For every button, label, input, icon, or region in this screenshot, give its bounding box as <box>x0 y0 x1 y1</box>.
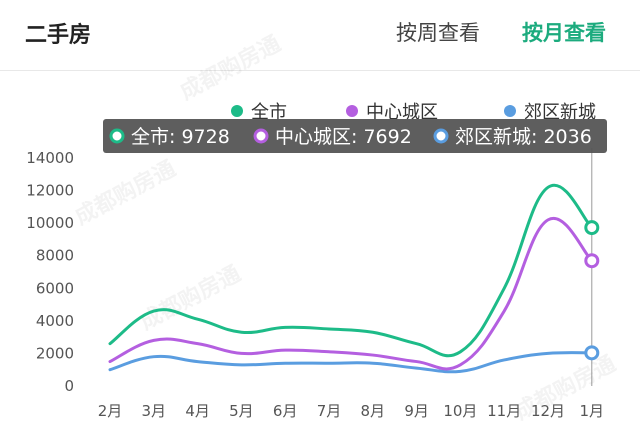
data-point-marker[interactable] <box>584 345 600 361</box>
x-tick-label: 6月 <box>273 402 298 420</box>
y-tick-label: 2000 <box>36 344 74 362</box>
x-tick-label: 12月 <box>531 402 565 420</box>
legend-item-center[interactable]: 中心城区 <box>346 102 438 123</box>
tab-monthly-view[interactable]: 按月查看 <box>522 21 606 45</box>
watermark: 成都购房通 <box>176 31 285 106</box>
watermark: 成都购房通 <box>136 261 245 336</box>
y-tick-label: 6000 <box>36 279 74 297</box>
x-tick-label: 8月 <box>361 402 386 420</box>
y-tick-label: 10000 <box>26 214 74 232</box>
series-suburb-line <box>108 351 594 374</box>
legend-dot <box>346 105 358 117</box>
legend-label: 全市 <box>251 102 287 123</box>
legend-label: 中心城区 <box>366 102 438 123</box>
header: 二手房 按周查看 按月查看 <box>0 0 640 60</box>
legend-dot <box>504 105 516 117</box>
x-tick-label: 7月 <box>317 402 342 420</box>
header-divider <box>0 70 640 71</box>
tooltip-background <box>103 119 607 153</box>
data-point-marker[interactable] <box>584 220 600 236</box>
tab-weekly-view[interactable]: 按周查看 <box>396 21 480 45</box>
legend-item-suburb[interactable]: 郊区新城 <box>504 102 596 123</box>
x-tick-label: 10月 <box>443 402 477 420</box>
page-title: 二手房 <box>25 23 92 48</box>
y-tick-label: 4000 <box>36 312 74 330</box>
legend-item-all[interactable]: 全市 <box>231 102 287 123</box>
x-tick-label: 11月 <box>487 402 521 420</box>
watermark: 成都购房通 <box>71 156 180 231</box>
tooltip-value: 全市: 9728 <box>131 126 230 148</box>
series-all-line <box>108 183 594 358</box>
tooltip-marker <box>433 128 449 144</box>
x-tick-label: 5月 <box>229 402 254 420</box>
y-tick-label: 14000 <box>26 149 74 167</box>
tooltip: 全市: 9728 中心城区: 7692 郊区新城: 2036 <box>103 119 607 153</box>
legend-dot <box>231 105 243 117</box>
legend-label: 郊区新城 <box>524 102 596 123</box>
y-tick-label: 8000 <box>36 247 74 265</box>
x-tick-label: 2月 <box>98 402 123 420</box>
tooltip-marker <box>109 128 125 144</box>
x-tick-label: 9月 <box>404 402 429 420</box>
tooltip-marker <box>253 128 269 144</box>
x-tick-label: 3月 <box>142 402 167 420</box>
tooltip-value: 郊区新城: 2036 <box>455 126 592 148</box>
tooltip-value: 中心城区: 7692 <box>275 126 412 148</box>
x-tick-label: 4月 <box>185 402 210 420</box>
data-point-marker[interactable] <box>584 253 600 269</box>
x-tick-label: 1月 <box>580 402 605 420</box>
series-center-line <box>108 216 594 371</box>
y-tick-label: 12000 <box>26 182 74 200</box>
y-tick-label: 0 <box>64 377 74 395</box>
watermark-group: 成都购房通成都购房通成都购房通成都购房通 <box>71 31 620 426</box>
